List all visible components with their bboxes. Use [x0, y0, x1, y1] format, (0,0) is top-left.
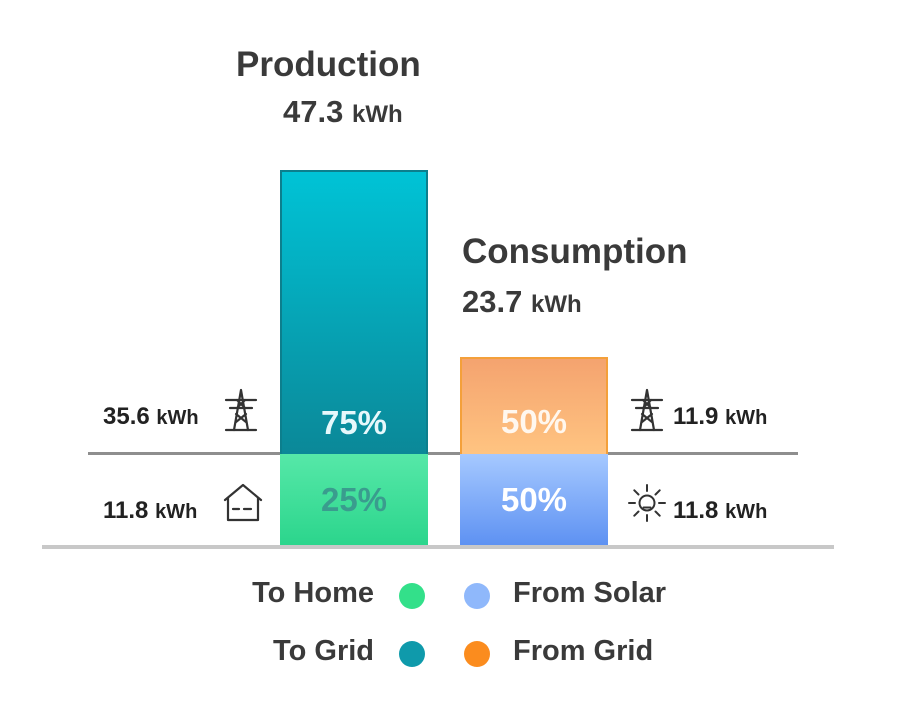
- production-total: 47.3 kWh: [283, 94, 403, 130]
- consumption-total-unit: kWh: [530, 291, 582, 318]
- from-solar-value-label: 11.8 kWh: [673, 497, 767, 525]
- baseline: [42, 545, 834, 549]
- production-total-unit: kWh: [351, 101, 403, 128]
- from-solar-unit: kWh: [725, 501, 768, 523]
- legend-label-from-grid: From Grid: [513, 635, 654, 667]
- from-grid-value-label: 11.9 kWh: [673, 403, 767, 431]
- left-divider-line: [88, 452, 280, 455]
- sun-icon: [626, 482, 668, 524]
- from-grid-unit: kWh: [725, 407, 768, 429]
- to-home-percent-label: 25%: [320, 481, 388, 518]
- from-solar-percent-label: 50%: [500, 481, 568, 518]
- to-home-value: 11.8: [103, 497, 149, 524]
- power-tower-icon: [628, 388, 666, 432]
- to-grid-unit: kWh: [156, 407, 199, 429]
- to-home-value-label: 11.8 kWh: [103, 497, 197, 525]
- production-total-value: 47.3: [283, 94, 344, 129]
- legend-swatch-from-solar: [464, 583, 490, 609]
- legend-label-to-grid: To Grid: [273, 635, 374, 667]
- legend-swatch-to-grid: [399, 641, 425, 667]
- to-grid-value-label: 35.6 kWh: [103, 403, 199, 431]
- legend-label-from-solar: From Solar: [513, 577, 667, 609]
- production-bar-to-home-segment: 25%: [280, 454, 428, 546]
- power-tower-icon: [222, 388, 260, 432]
- from-grid-percent-label: 50%: [500, 402, 568, 440]
- production-title: Production: [236, 45, 421, 84]
- legend-swatch-from-grid: [464, 641, 490, 667]
- middle-divider-line: [428, 452, 460, 455]
- to-grid-percent-label: 75%: [320, 404, 388, 441]
- consumption-title: Consumption: [462, 232, 688, 271]
- from-grid-value: 11.9: [673, 403, 719, 430]
- from-solar-value: 11.8: [673, 497, 719, 524]
- to-home-unit: kWh: [155, 501, 198, 523]
- legend-label-to-home: To Home: [252, 577, 374, 609]
- production-bar-to-grid-segment: 75%: [280, 170, 428, 454]
- consumption-total-value: 23.7: [462, 284, 523, 319]
- consumption-bar-from-grid-segment: 50%: [460, 357, 608, 454]
- right-divider-line: [608, 452, 798, 455]
- consumption-bar-from-solar-segment: 50%: [460, 454, 608, 546]
- to-grid-value: 35.6: [103, 403, 150, 430]
- consumption-total: 23.7 kWh: [462, 284, 582, 320]
- legend-swatch-to-home: [399, 583, 425, 609]
- house-icon: [222, 481, 264, 523]
